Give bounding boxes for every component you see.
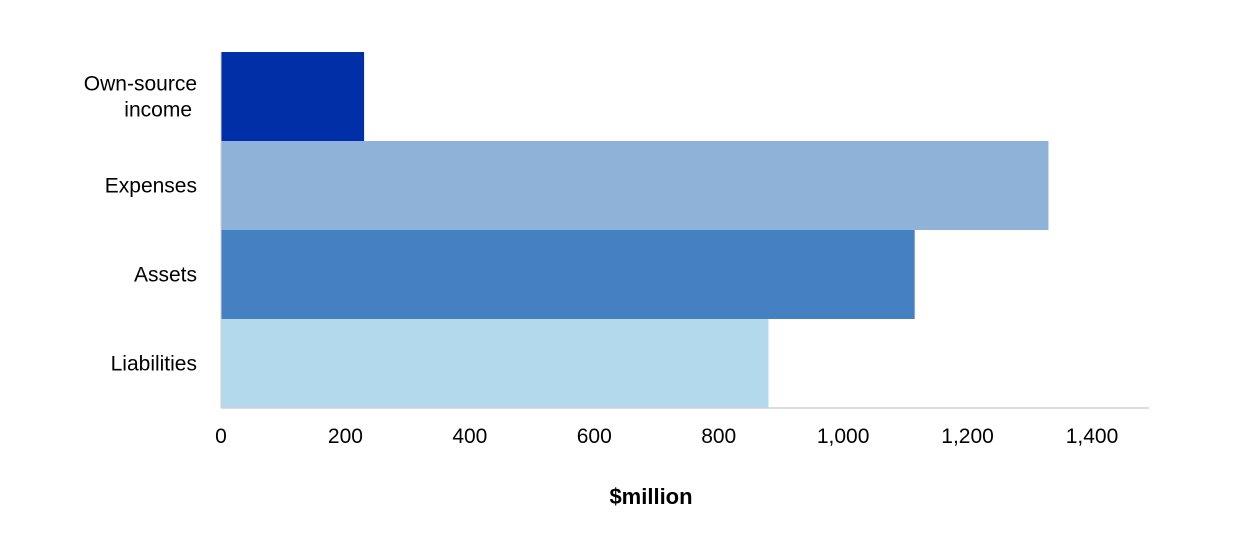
bar: [221, 230, 915, 319]
x-tick-label: 400: [452, 425, 487, 448]
bars-layer: [221, 52, 1049, 408]
x-tick-label: 0: [215, 425, 227, 448]
x-tick-label: 200: [328, 425, 363, 448]
category-label: Assets: [134, 264, 197, 287]
x-tick-label: 1,000: [817, 425, 870, 448]
bar: [221, 141, 1049, 230]
x-tick-label: 1,400: [1066, 425, 1119, 448]
category-labels: Own-source income Expenses Assets Liabilitie…: [84, 73, 197, 376]
category-label: Expenses: [105, 175, 197, 198]
x-axis-title: $million: [609, 484, 692, 509]
x-tick-label: 800: [701, 425, 736, 448]
x-tick-label: 1,200: [941, 425, 994, 448]
category-label: Own-source income: [84, 73, 197, 122]
x-tick-label: 600: [577, 425, 612, 448]
bar: [221, 319, 769, 408]
bar: [221, 52, 365, 141]
x-tick-labels: 0 200 400 600 800 1,000 1,200 1,400: [215, 425, 1118, 448]
category-label: Liabilities: [111, 353, 197, 376]
